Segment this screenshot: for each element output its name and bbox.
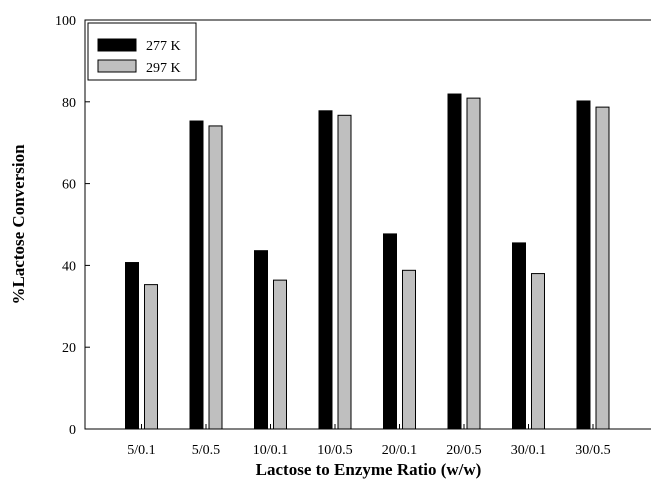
y-tick-label: 100 xyxy=(55,14,76,29)
bar-297k-30-0-5 xyxy=(595,106,610,430)
x-tick-label: 30/0.5 xyxy=(575,443,610,458)
bar-297k-20-0-5 xyxy=(466,97,481,430)
y-tick-label: 0 xyxy=(69,423,76,438)
bar-297k-10-0-1 xyxy=(273,279,287,430)
y-tick-label: 80 xyxy=(62,96,76,111)
y-axis-title: %Lactose Conversion xyxy=(9,144,28,305)
legend-swatch-297k xyxy=(97,59,137,73)
bar-series-group xyxy=(125,93,610,430)
bar-297k-20-0-1 xyxy=(402,269,416,430)
bar-277k-10-0-1 xyxy=(254,250,268,430)
plot-frame xyxy=(84,19,651,430)
bar-297k-30-0-1 xyxy=(531,273,545,430)
y-axis: 0 20 40 60 80 100 xyxy=(55,14,90,438)
bar-277k-20-0-1 xyxy=(383,233,397,430)
x-tick-label: 5/0.5 xyxy=(192,443,220,458)
x-tick-label: 10/0.1 xyxy=(253,443,288,458)
bar-277k-5-0-1 xyxy=(125,262,139,430)
x-tick-label: 30/0.1 xyxy=(511,443,546,458)
y-tick-label: 20 xyxy=(62,341,76,356)
x-tick-label: 5/0.1 xyxy=(127,443,155,458)
legend-swatch-277k xyxy=(97,38,137,52)
bar-297k-5-0-5 xyxy=(208,125,223,430)
y-tick-label: 60 xyxy=(62,178,76,193)
bar-277k-30-0-1 xyxy=(512,242,526,430)
bar-277k-30-0-5 xyxy=(576,100,591,430)
legend: 277 K 297 K xyxy=(87,22,197,81)
x-tick-label: 10/0.5 xyxy=(317,443,352,458)
legend-label-277k: 277 K xyxy=(146,39,181,54)
bar-277k-10-0-5 xyxy=(318,110,333,430)
legend-label-297k: 297 K xyxy=(146,61,181,76)
y-tick-label: 40 xyxy=(62,259,76,274)
x-axis-title: Lactose to Enzyme Ratio (w/w) xyxy=(256,460,482,479)
x-tick-label: 20/0.5 xyxy=(446,443,481,458)
x-axis: 5/0.1 5/0.5 10/0.1 10/0.5 20/0.1 20/0.5 30/0.1… xyxy=(127,424,611,458)
bar-277k-20-0-5 xyxy=(447,93,462,430)
bar-297k-10-0-5 xyxy=(337,114,352,430)
x-tick-label: 20/0.1 xyxy=(382,443,417,458)
bar-277k-5-0-5 xyxy=(189,120,204,430)
bar-297k-5-0-1 xyxy=(144,284,158,430)
